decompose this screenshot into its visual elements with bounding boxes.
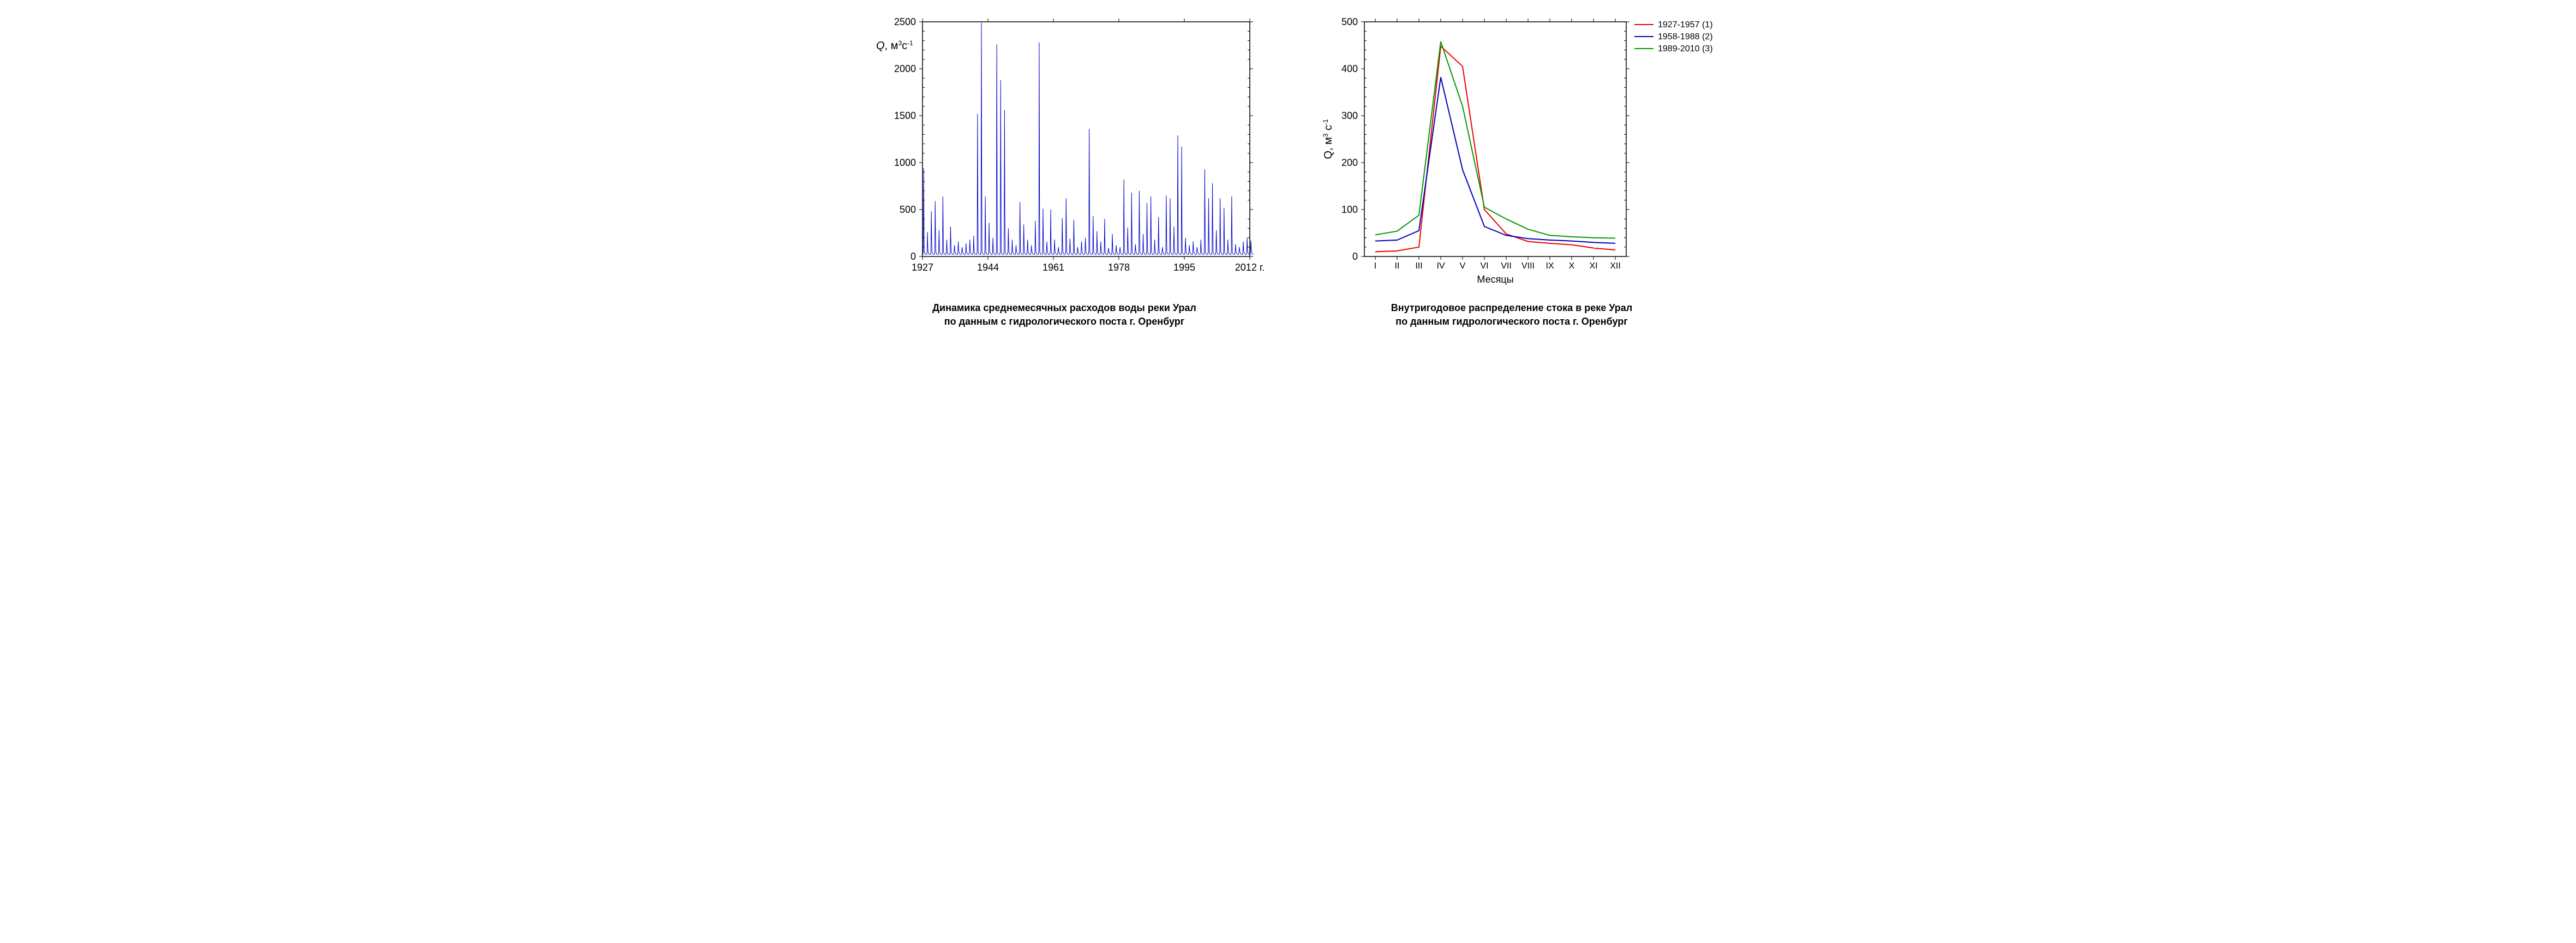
svg-text:IX: IX	[1545, 261, 1554, 271]
right-caption-line1: Внутригодовое распределение стока в реке…	[1391, 301, 1632, 315]
svg-text:2500: 2500	[894, 16, 916, 27]
svg-text:IV: IV	[1436, 261, 1445, 271]
svg-text:1927-1957 (1): 1927-1957 (1)	[1658, 20, 1713, 29]
svg-text:1961: 1961	[1043, 262, 1064, 273]
svg-text:1995: 1995	[1173, 262, 1195, 273]
svg-text:V: V	[1460, 261, 1466, 271]
svg-text:Q, м3с-1: Q, м3с-1	[876, 39, 913, 52]
svg-text:1958-1988 (2): 1958-1988 (2)	[1658, 32, 1713, 41]
svg-text:200: 200	[1341, 157, 1358, 168]
svg-text:X: X	[1569, 261, 1575, 271]
svg-text:Месяцы: Месяцы	[1477, 274, 1513, 285]
svg-text:300: 300	[1341, 110, 1358, 121]
svg-text:1944: 1944	[977, 262, 999, 273]
svg-text:VII: VII	[1501, 261, 1512, 271]
svg-text:1978: 1978	[1108, 262, 1130, 273]
right-caption: Внутригодовое распределение стока в реке…	[1391, 301, 1632, 329]
svg-text:2000: 2000	[894, 63, 916, 74]
svg-text:400: 400	[1341, 63, 1358, 74]
left-caption: Динамика среднемесячных расходов воды ре…	[932, 301, 1196, 329]
svg-text:2012 г.: 2012 г.	[1235, 262, 1265, 273]
svg-text:XI: XI	[1589, 261, 1597, 271]
left-caption-line2: по данным с гидрологического поста г. Ор…	[932, 315, 1196, 329]
svg-text:1927: 1927	[912, 262, 933, 273]
svg-text:0: 0	[1352, 251, 1358, 262]
svg-text:VIII: VIII	[1521, 261, 1535, 271]
svg-text:II: II	[1395, 261, 1400, 271]
left-caption-line1: Динамика среднемесячных расходов воды ре…	[932, 301, 1196, 315]
svg-text:VI: VI	[1480, 261, 1488, 271]
right-caption-line2: по данным гидрологического поста г. Орен…	[1391, 315, 1632, 329]
svg-text:I: I	[1374, 261, 1376, 271]
svg-text:100: 100	[1341, 204, 1358, 215]
right-chart-container: 0100200300400500IIIIIIIVVVIVIIVIIIIXXXIX…	[1304, 11, 1719, 329]
svg-text:1989-2010 (3): 1989-2010 (3)	[1658, 44, 1713, 53]
left-chart-container: 0 500 1000 1500 2000 2500 1927 1944 1961 1978 1995…	[857, 11, 1272, 329]
svg-text:500: 500	[1341, 16, 1358, 27]
svg-text:III: III	[1415, 261, 1422, 271]
svg-text:1000: 1000	[894, 157, 916, 168]
svg-text:500: 500	[900, 204, 916, 215]
left-chart: 0 500 1000 1500 2000 2500 1927 1944 1961 1978 1995…	[857, 11, 1272, 295]
svg-text:1500: 1500	[894, 110, 916, 121]
right-chart: 0100200300400500IIIIIIIVVVIVIIVIIIIXXXIX…	[1304, 11, 1719, 295]
svg-text:Q, м3 с-1: Q, м3 с-1	[1322, 119, 1334, 159]
svg-text:XII: XII	[1610, 261, 1621, 271]
svg-text:0: 0	[910, 251, 916, 262]
